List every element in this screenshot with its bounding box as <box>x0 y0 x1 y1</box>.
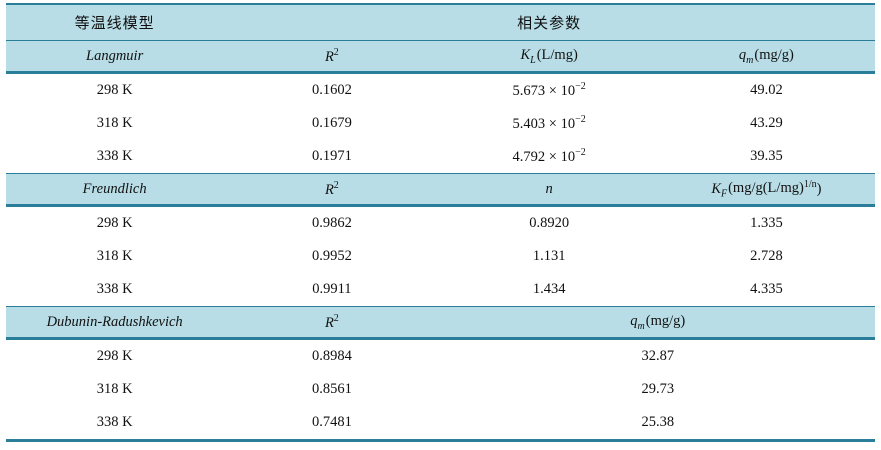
qm-subscript: m <box>637 320 645 332</box>
kf-value-cell: 1.335 <box>657 205 875 240</box>
table-header-row: 等温线模型 相关参数 <box>6 4 875 41</box>
r2-header-cell: R2 <box>223 174 440 206</box>
qm-value-cell: 43.29 <box>657 107 875 140</box>
table-row: 298 K 0.8984 32.87 <box>6 338 875 373</box>
kl-symbol: K <box>520 46 531 63</box>
isotherm-parameters-table: 等温线模型 相关参数 Langmuir R2 KL(L/mg) qm(mg/g)… <box>6 3 875 442</box>
r2-symbol: R <box>324 181 334 198</box>
r2-symbol: R <box>324 314 334 331</box>
qm-value-cell: 39.35 <box>657 140 875 174</box>
kl-subscript: L <box>530 54 536 66</box>
r2-value-cell: 0.8561 <box>223 373 441 406</box>
section-header-langmuir: Langmuir R2 KL(L/mg) qm(mg/g) <box>6 40 875 73</box>
kf-subscript: F <box>720 188 728 200</box>
r2-value-cell: 0.9911 <box>223 273 441 307</box>
qm-header-cell-merged: qm(mg/g) <box>441 307 876 339</box>
model-name-dubunin-radushkevich: Dubunin-Radushkevich <box>46 313 183 330</box>
qm-value-cell-merged: 32.87 <box>440 338 875 373</box>
model-name-langmuir: Langmuir <box>86 47 144 64</box>
table-row: 338 K 0.1971 4.792 × 10−2 39.35 <box>6 140 875 174</box>
n-symbol: n <box>545 180 553 197</box>
qm-symbol: q <box>630 312 638 329</box>
r2-value-cell: 0.9862 <box>223 205 441 240</box>
r2-header-cell: R2 <box>223 307 440 339</box>
n-value-cell: 1.131 <box>440 240 658 273</box>
r2-value-cell: 0.7481 <box>223 406 441 441</box>
temperature-cell: 338 K <box>6 273 224 307</box>
section-header-freundlich: Freundlich R2 n KF(mg/g(L/mg)1/n) <box>6 173 875 206</box>
n-header-cell: n <box>441 174 658 206</box>
temperature-cell: 318 K <box>6 107 224 140</box>
kf-unit-post: ) <box>816 180 822 197</box>
qm-subscript: m <box>746 54 754 66</box>
kl-unit: (L/mg) <box>536 46 578 63</box>
kf-value-cell: 4.335 <box>657 273 875 307</box>
table-row: 318 K 0.9952 1.131 2.728 <box>6 240 875 273</box>
qm-symbol: q <box>738 46 747 63</box>
n-value-cell: 1.434 <box>440 273 658 307</box>
qm-value-cell: 49.02 <box>657 72 875 107</box>
r2-value-cell: 0.1602 <box>223 72 441 107</box>
kl-exponent: −2 <box>575 114 586 126</box>
kl-value-cell: 5.403 × 10−2 <box>440 107 658 140</box>
temperature-cell: 338 K <box>6 140 224 174</box>
table-row: 298 K 0.9862 0.8920 1.335 <box>6 205 875 240</box>
isotherm-model-header-cell: 等温线模型 <box>74 16 155 32</box>
model-name-cell: Dubunin-Radushkevich <box>6 307 223 339</box>
kl-value-cell: 5.673 × 10−2 <box>440 72 658 107</box>
qm-value-cell-merged: 25.38 <box>440 406 875 441</box>
table-row: 338 K 0.7481 25.38 <box>6 406 875 441</box>
kf-header-cell: KF(mg/g(L/mg)1/n) <box>658 174 875 206</box>
temperature-cell: 298 K <box>6 72 224 107</box>
temperature-cell: 338 K <box>6 406 224 441</box>
r2-value-cell: 0.1971 <box>223 140 441 174</box>
kf-value-cell: 2.728 <box>657 240 875 273</box>
model-name-cell: Langmuir <box>6 41 223 73</box>
qm-unit: (mg/g) <box>645 312 686 329</box>
kl-header-cell: KL(L/mg) <box>441 41 658 73</box>
table-row: 338 K 0.9911 1.434 4.335 <box>6 273 875 307</box>
r2-symbol: R <box>324 48 334 65</box>
section-header-dubunin-radushkevich: Dubunin-Radushkevich R2 qm(mg/g) <box>6 306 876 339</box>
table-row: 318 K 0.8561 29.73 <box>6 373 875 406</box>
kf-unit-superscript: 1/n <box>803 178 817 190</box>
r2-value-cell: 0.8984 <box>223 338 441 373</box>
kl-mantissa: 4.792 × 10 <box>512 148 576 165</box>
qm-header-cell: qm(mg/g) <box>658 41 875 73</box>
table-row: 298 K 0.1602 5.673 × 10−2 49.02 <box>6 72 875 107</box>
r2-header-cell: R2 <box>223 41 440 73</box>
kl-mantissa: 5.673 × 10 <box>512 82 576 99</box>
kf-unit-pre: (mg/g(L/mg) <box>728 180 804 197</box>
table-row: 318 K 0.1679 5.403 × 10−2 43.29 <box>6 107 875 140</box>
model-name-freundlich: Freundlich <box>82 180 147 197</box>
r2-value-cell: 0.1679 <box>223 107 441 140</box>
qm-value-cell-merged: 29.73 <box>440 373 875 406</box>
kl-exponent: −2 <box>575 147 586 159</box>
kl-value-cell: 4.792 × 10−2 <box>440 140 658 174</box>
r2-superscript: 2 <box>333 46 339 58</box>
kl-exponent: −2 <box>575 81 586 93</box>
r2-superscript: 2 <box>333 179 339 191</box>
r2-superscript: 2 <box>333 312 339 324</box>
r2-value-cell: 0.9952 <box>223 240 441 273</box>
temperature-cell: 318 K <box>6 240 224 273</box>
correlation-params-header-cell: 相关参数 <box>517 16 582 32</box>
kf-symbol: K <box>711 180 721 197</box>
model-name-cell: Freundlich <box>6 174 223 206</box>
qm-unit: (mg/g) <box>754 46 794 63</box>
kl-mantissa: 5.403 × 10 <box>512 115 576 132</box>
temperature-cell: 298 K <box>6 338 224 373</box>
temperature-cell: 298 K <box>6 205 224 240</box>
temperature-cell: 318 K <box>6 373 224 406</box>
n-value-cell: 0.8920 <box>440 205 658 240</box>
